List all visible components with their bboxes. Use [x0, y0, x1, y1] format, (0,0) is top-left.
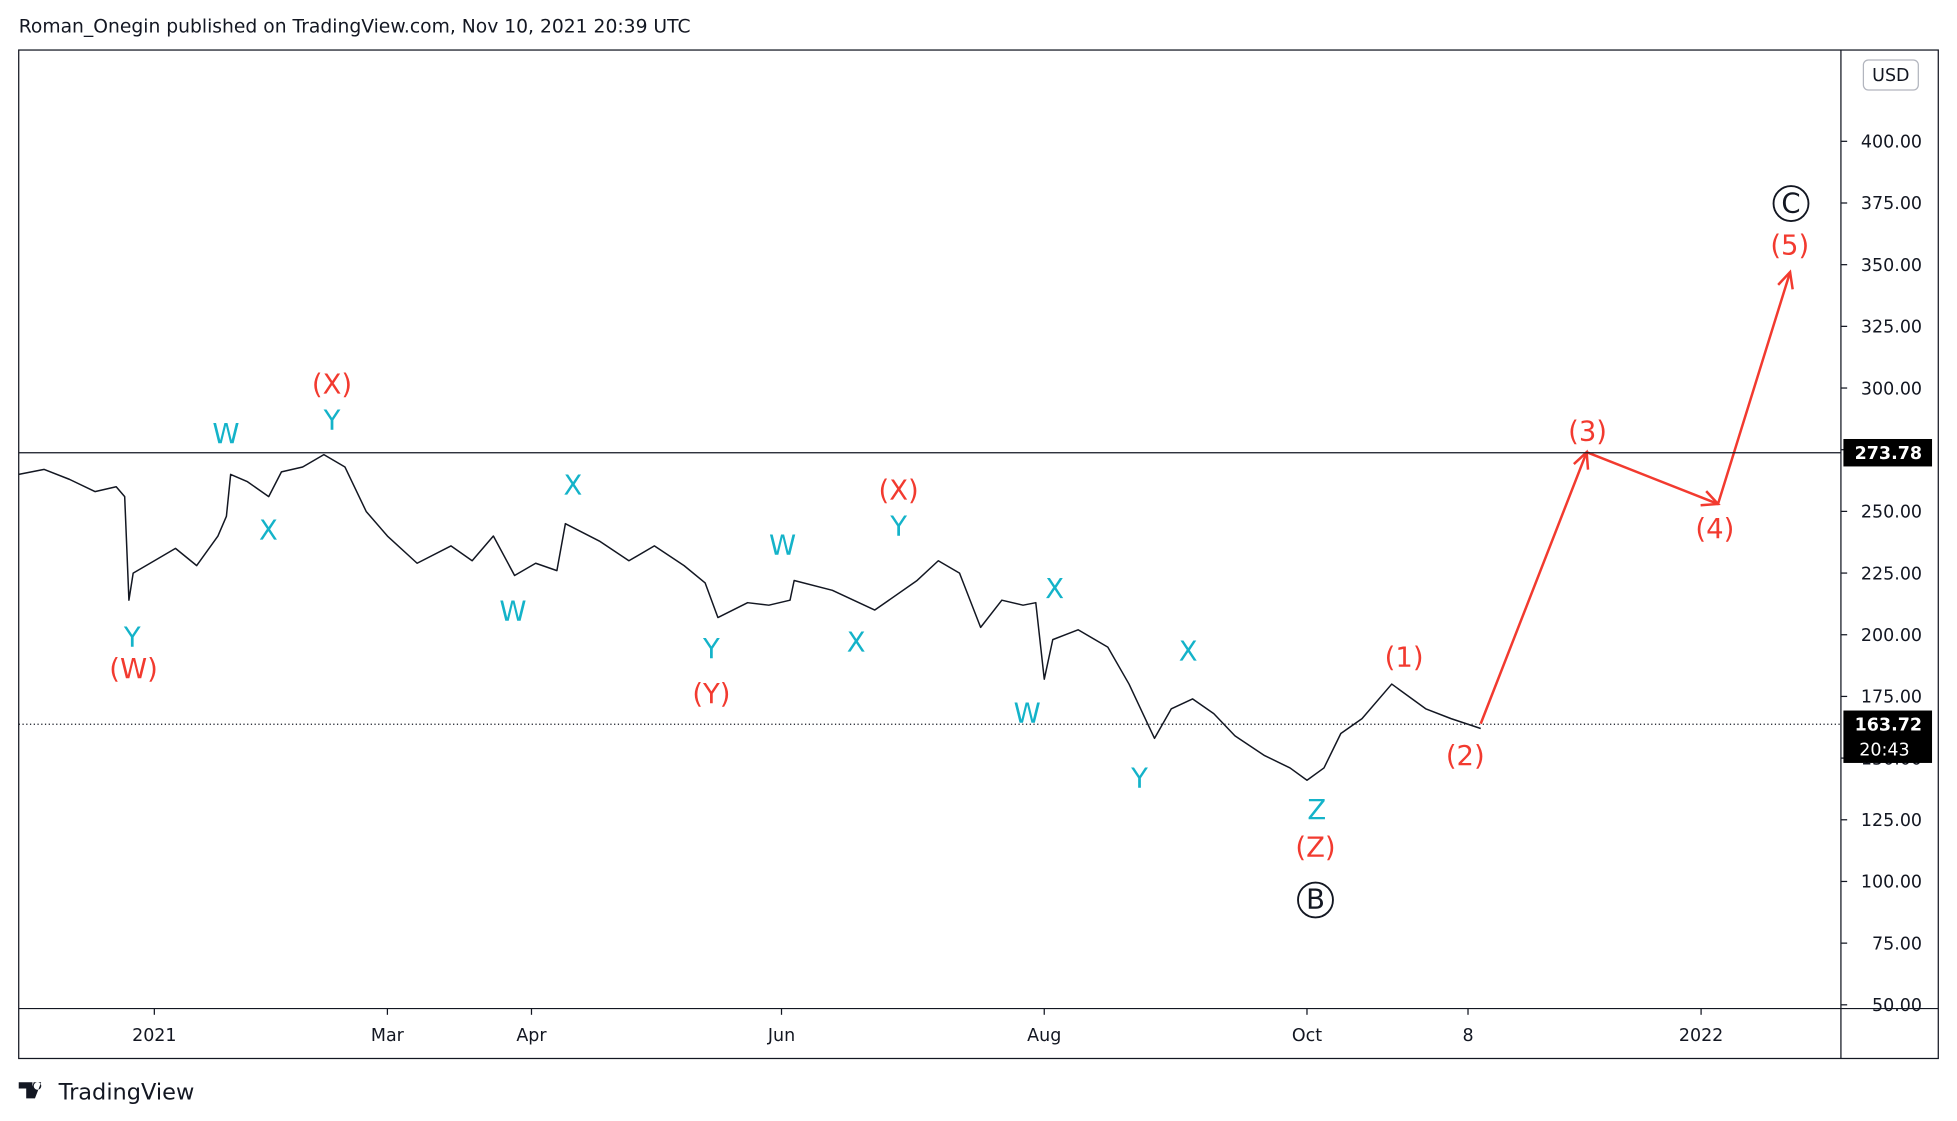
wave-label: X [259, 515, 278, 546]
wave-label: C [1781, 188, 1800, 219]
x-tick-label: 8 [1462, 1026, 1473, 1046]
arrow-head [1700, 490, 1721, 507]
price-label: 273.78 [1855, 444, 1922, 464]
price-label-box [1843, 438, 1933, 467]
logo-mark [18, 1082, 42, 1099]
wave-label: W [499, 596, 526, 627]
x-tick-label: 2022 [1679, 1026, 1723, 1046]
logo: TradingView [18, 1080, 195, 1106]
y-tick-label: 250.00 [1861, 503, 1922, 523]
wave-label: (Z) [1295, 832, 1335, 863]
x-tick-label: 2021 [132, 1026, 176, 1046]
y-tick-label: 375.00 [1861, 194, 1922, 214]
frame [18, 49, 1939, 1060]
wave-label: W [212, 419, 239, 450]
wave-label: (Y) [692, 679, 730, 710]
wave-label: (X) [312, 369, 352, 400]
wave-labels: W(X)YXY(W)XWY(Y)WX(X)YXWXYZ(Z)B(1)(2)(3)… [109, 185, 1810, 919]
y-tick-label: 225.00 [1861, 564, 1922, 584]
y-tick-label: 75.00 [1872, 934, 1922, 954]
wave-label: (5) [1770, 231, 1809, 262]
x-tick-label: Apr [516, 1026, 547, 1046]
y-tick-label: 200.00 [1861, 626, 1922, 646]
y-tick-label: 300.00 [1861, 379, 1922, 399]
x-tick-label: Aug [1027, 1026, 1061, 1046]
x-tick-label: Jun [767, 1026, 795, 1046]
y-tick-label: 350.00 [1861, 256, 1922, 276]
wave-label: W [769, 530, 796, 561]
circle [1772, 185, 1810, 222]
wave-label: X [847, 628, 866, 659]
wave-label: Y [702, 634, 720, 665]
wave-label: W [1014, 699, 1041, 730]
wave-label: B [1306, 885, 1325, 916]
projection-line [1479, 271, 1792, 725]
price-label-box [1843, 710, 1933, 763]
wave-label: Y [1130, 764, 1148, 795]
footer: TradingView [58, 1080, 195, 1106]
y-tick-label: 400.00 [1861, 133, 1922, 153]
wave-label: (W) [109, 654, 158, 685]
wave-label: Y [323, 405, 341, 436]
wave-label: X [563, 470, 582, 501]
countdown-label: 20:43 [1859, 740, 1909, 760]
header: Roman_Onegin published on TradingView.co… [19, 17, 691, 38]
wave-label: (4) [1695, 514, 1734, 545]
y-tick-label: 125.00 [1861, 811, 1922, 831]
circle [1297, 881, 1334, 919]
wave-label: X [1045, 574, 1064, 605]
currency: USD [1872, 66, 1909, 86]
wave-label: Y [123, 623, 141, 654]
y-tick-label: 100.00 [1861, 873, 1922, 893]
wave-label: (2) [1446, 741, 1485, 772]
y-tick-label: 175.00 [1861, 688, 1922, 708]
wave-label: (3) [1568, 417, 1607, 448]
wave-label: (1) [1385, 643, 1424, 674]
wave-label: Y [889, 512, 907, 543]
x-tick-label: Mar [371, 1026, 405, 1046]
plot: 50.0075.00100.00125.00150.00175.00200.00… [18, 133, 1933, 1046]
y-tick-label: 50.00 [1872, 996, 1922, 1016]
currency-badge[interactable] [1862, 59, 1919, 91]
y-tick-label: 325.00 [1861, 318, 1922, 338]
wave-label: (X) [879, 475, 919, 506]
price-line [18, 453, 1481, 782]
header-bar [0, 0, 1957, 51]
wave-label: Z [1307, 795, 1326, 826]
price-label: 163.72 [1855, 715, 1922, 735]
wave-label: X [1179, 636, 1198, 667]
arrow-head [1777, 269, 1794, 290]
x-tick-label: Oct [1292, 1026, 1322, 1046]
